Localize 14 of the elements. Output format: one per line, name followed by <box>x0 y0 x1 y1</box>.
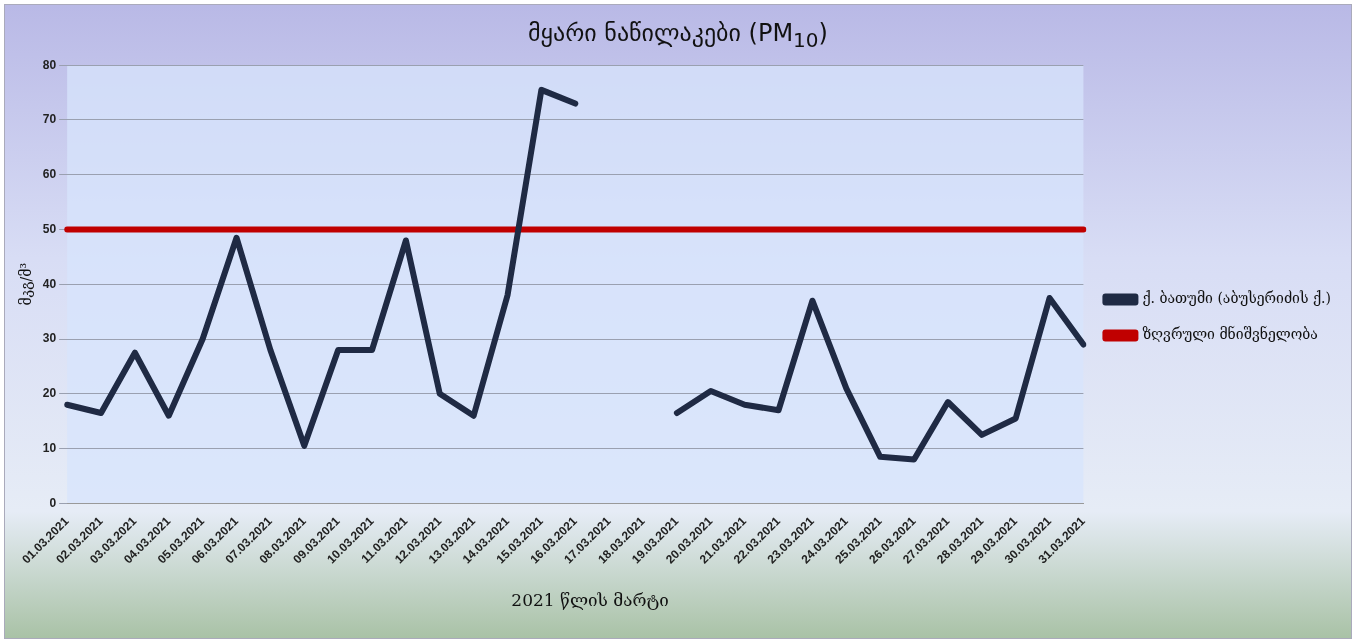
legend-label: ზღვრული მნიშვნელობა <box>1142 325 1318 343</box>
y-tick-label: 60 <box>42 167 57 182</box>
y-tick-label: 50 <box>42 221 57 236</box>
x-axis-title: 2021 წლის მარტი <box>510 590 670 610</box>
y-tick-label: 0 <box>49 495 57 510</box>
chart-title: მყარი ნაწილაკები (PM$_{10}$) <box>527 19 829 52</box>
y-axis-title: მკგ/მ³ <box>18 262 35 306</box>
y-tick-label: 30 <box>42 331 57 346</box>
y-tick-label: 40 <box>42 276 57 291</box>
legend-label: ქ. ბათუმი (აბუსერიძის ქ.) <box>1142 290 1332 307</box>
y-tick-label: 10 <box>42 440 57 455</box>
y-tick-label: 20 <box>42 386 57 401</box>
y-tick-label: 70 <box>42 112 57 127</box>
y-tick-label: 80 <box>42 57 57 72</box>
